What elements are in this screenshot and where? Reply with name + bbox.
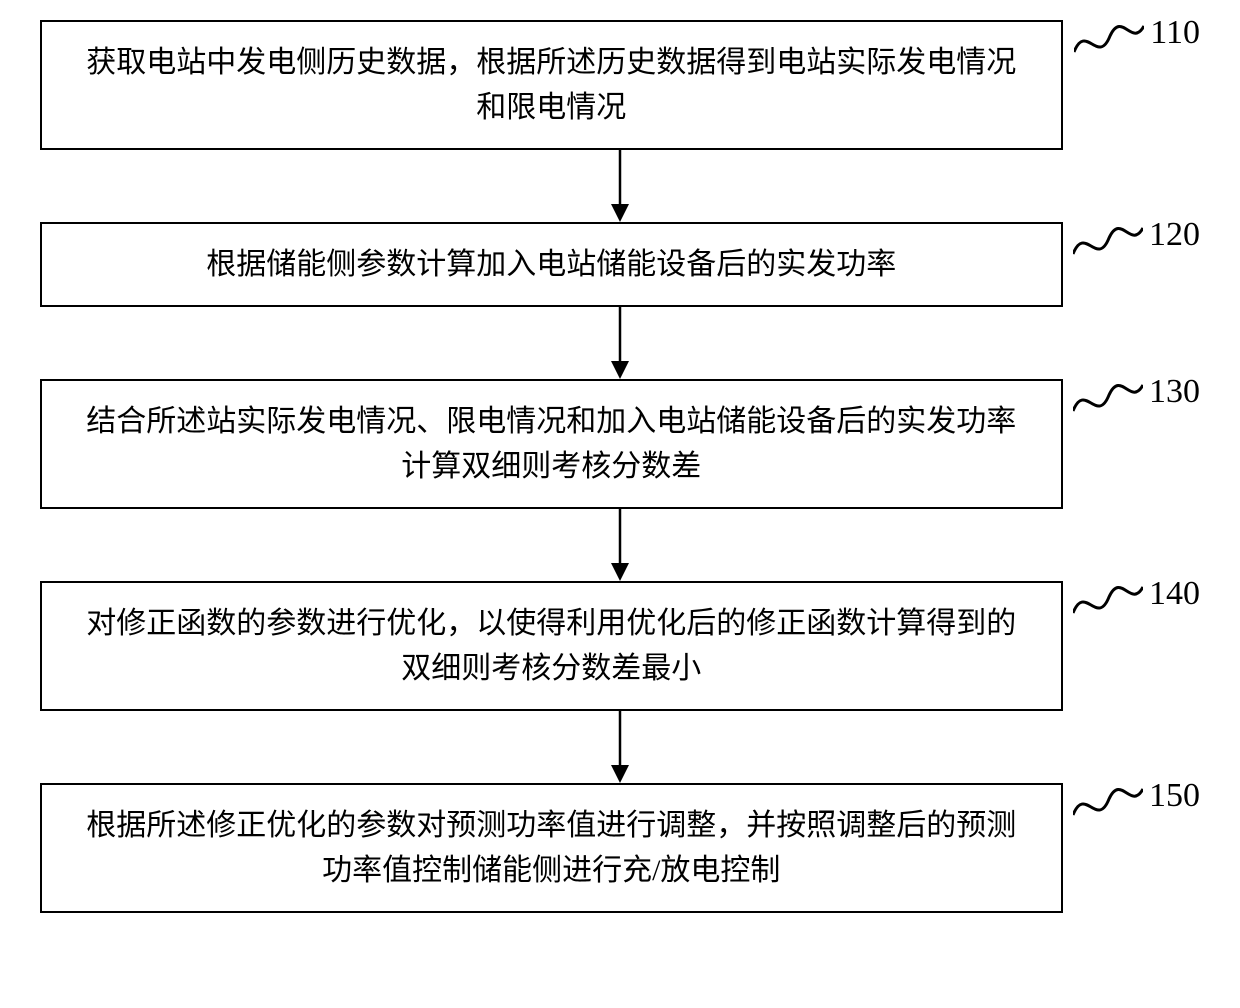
arrow-130-140 [100,509,1140,581]
step-number: 110 [1150,14,1200,50]
step-row: 结合所述站实际发电情况、限电情况和加入电站储能设备后的实发功率计算双细则考核分数… [40,379,1200,509]
step-number: 120 [1149,216,1200,252]
connector-squiggle-icon [1073,777,1143,827]
step-text: 对修正函数的参数进行优化，以使得利用优化后的修正函数计算得到的双细则考核分数差最… [72,601,1031,691]
step-label-150: 150 [1063,777,1200,827]
step-row: 根据储能侧参数计算加入电站储能设备后的实发功率 120 [40,222,1200,307]
arrow-140-150 [100,711,1140,783]
step-box-140: 对修正函数的参数进行优化，以使得利用优化后的修正函数计算得到的双细则考核分数差最… [40,581,1063,711]
step-box-150: 根据所述修正优化的参数对预测功率值进行调整，并按照调整后的预测功率值控制储能侧进… [40,783,1063,913]
arrow-110-120 [100,150,1140,222]
step-text: 结合所述站实际发电情况、限电情况和加入电站储能设备后的实发功率计算双细则考核分数… [72,399,1031,489]
step-label-120: 120 [1063,216,1200,266]
step-label-130: 130 [1063,373,1200,423]
step-text: 获取电站中发电侧历史数据，根据所述历史数据得到电站实际发电情况和限电情况 [72,40,1031,130]
step-row: 根据所述修正优化的参数对预测功率值进行调整，并按照调整后的预测功率值控制储能侧进… [40,783,1200,913]
connector-squiggle-icon [1073,216,1143,266]
connector-squiggle-icon [1074,14,1144,64]
step-text: 根据储能侧参数计算加入电站储能设备后的实发功率 [206,242,896,287]
step-row: 对修正函数的参数进行优化，以使得利用优化后的修正函数计算得到的双细则考核分数差最… [40,581,1200,711]
step-row: 获取电站中发电侧历史数据，根据所述历史数据得到电站实际发电情况和限电情况 110 [40,20,1200,150]
connector-squiggle-icon [1073,575,1143,625]
step-box-130: 结合所述站实际发电情况、限电情况和加入电站储能设备后的实发功率计算双细则考核分数… [40,379,1063,509]
flowchart-container: 获取电站中发电侧历史数据，根据所述历史数据得到电站实际发电情况和限电情况 110… [40,20,1200,913]
step-number: 140 [1149,575,1200,611]
step-box-110: 获取电站中发电侧历史数据，根据所述历史数据得到电站实际发电情况和限电情况 [40,20,1063,150]
step-text: 根据所述修正优化的参数对预测功率值进行调整，并按照调整后的预测功率值控制储能侧进… [72,803,1031,893]
connector-squiggle-icon [1073,373,1143,423]
step-box-120: 根据储能侧参数计算加入电站储能设备后的实发功率 [40,222,1063,307]
step-label-110: 110 [1063,14,1200,64]
step-number: 150 [1149,777,1200,813]
step-number: 130 [1149,373,1200,409]
step-label-140: 140 [1063,575,1200,625]
arrow-120-130 [100,307,1140,379]
